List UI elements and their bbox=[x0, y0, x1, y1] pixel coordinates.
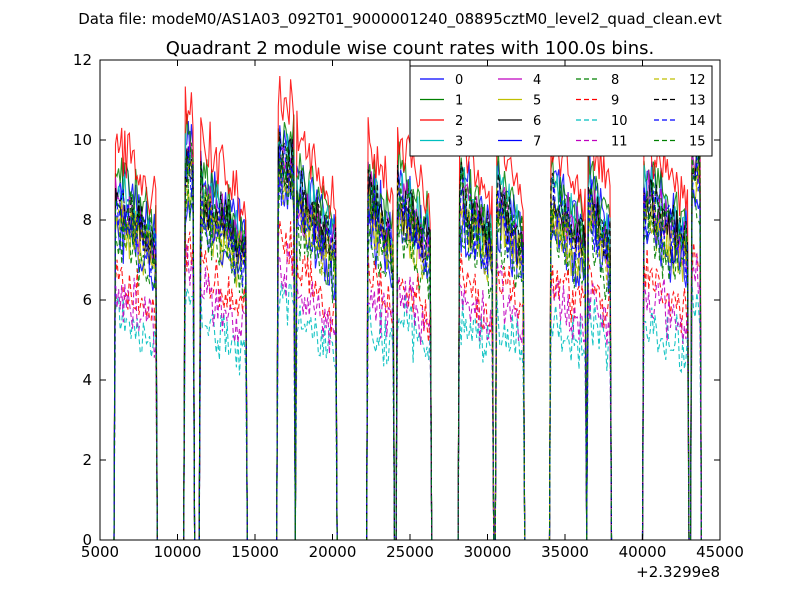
x-tick-label: 10000 bbox=[154, 543, 202, 561]
legend-box bbox=[409, 65, 713, 157]
x-tick-label: 40000 bbox=[619, 543, 667, 561]
y-tick-label: 0 bbox=[82, 531, 92, 549]
x-tick-label: 45000 bbox=[696, 543, 744, 561]
x-tick-label: 25000 bbox=[386, 543, 434, 561]
legend-label-13: 13 bbox=[689, 94, 706, 109]
series-line-7 bbox=[113, 168, 703, 540]
legend-label-11: 11 bbox=[611, 135, 628, 150]
legend-label-0: 0 bbox=[455, 73, 463, 88]
legend-label-12: 12 bbox=[689, 73, 706, 88]
legend-label-8: 8 bbox=[611, 73, 619, 88]
series-line-8 bbox=[113, 173, 703, 540]
series-line-13 bbox=[113, 131, 703, 540]
x-tick-label: 35000 bbox=[541, 543, 589, 561]
series-line-10 bbox=[113, 281, 703, 540]
legend-label-9: 9 bbox=[611, 94, 619, 109]
legend-label-2: 2 bbox=[455, 114, 463, 129]
series-layer bbox=[113, 75, 703, 540]
legend-label-3: 3 bbox=[455, 135, 463, 150]
legend-label-10: 10 bbox=[611, 114, 628, 129]
x-axis-offset-label: +2.3299e8 bbox=[636, 563, 720, 581]
x-tick-label: 30000 bbox=[464, 543, 512, 561]
chart-suptitle: Data file: modeM0/AS1A03_092T01_90000012… bbox=[78, 10, 722, 29]
legend-label-14: 14 bbox=[689, 114, 706, 129]
y-tick-label: 10 bbox=[73, 131, 92, 149]
legend-label-1: 1 bbox=[455, 94, 463, 109]
x-tick-label: 15000 bbox=[231, 543, 279, 561]
y-tick-label: 8 bbox=[82, 211, 92, 229]
x-tick-label: 5000 bbox=[81, 543, 119, 561]
legend-label-5: 5 bbox=[533, 94, 541, 109]
legend-label-7: 7 bbox=[533, 135, 541, 150]
series-line-14 bbox=[113, 145, 703, 540]
legend-label-6: 6 bbox=[533, 114, 541, 129]
legend-label-15: 15 bbox=[689, 135, 706, 150]
y-tick-label: 12 bbox=[73, 51, 92, 69]
legend-label-4: 4 bbox=[533, 73, 541, 88]
x-axis: 5000 10000 15000 20000 25000 30000 35000 40000 4… bbox=[81, 60, 744, 561]
series-line-11 bbox=[113, 241, 703, 540]
y-tick-label: 2 bbox=[82, 451, 92, 469]
y-tick-label: 4 bbox=[82, 371, 92, 389]
x-tick-label: 20000 bbox=[309, 543, 357, 561]
chart-title: Quadrant 2 module wise count rates with … bbox=[166, 38, 655, 59]
series-line-15 bbox=[113, 142, 703, 540]
series-line-9 bbox=[113, 220, 703, 540]
y-tick-label: 6 bbox=[82, 291, 92, 309]
